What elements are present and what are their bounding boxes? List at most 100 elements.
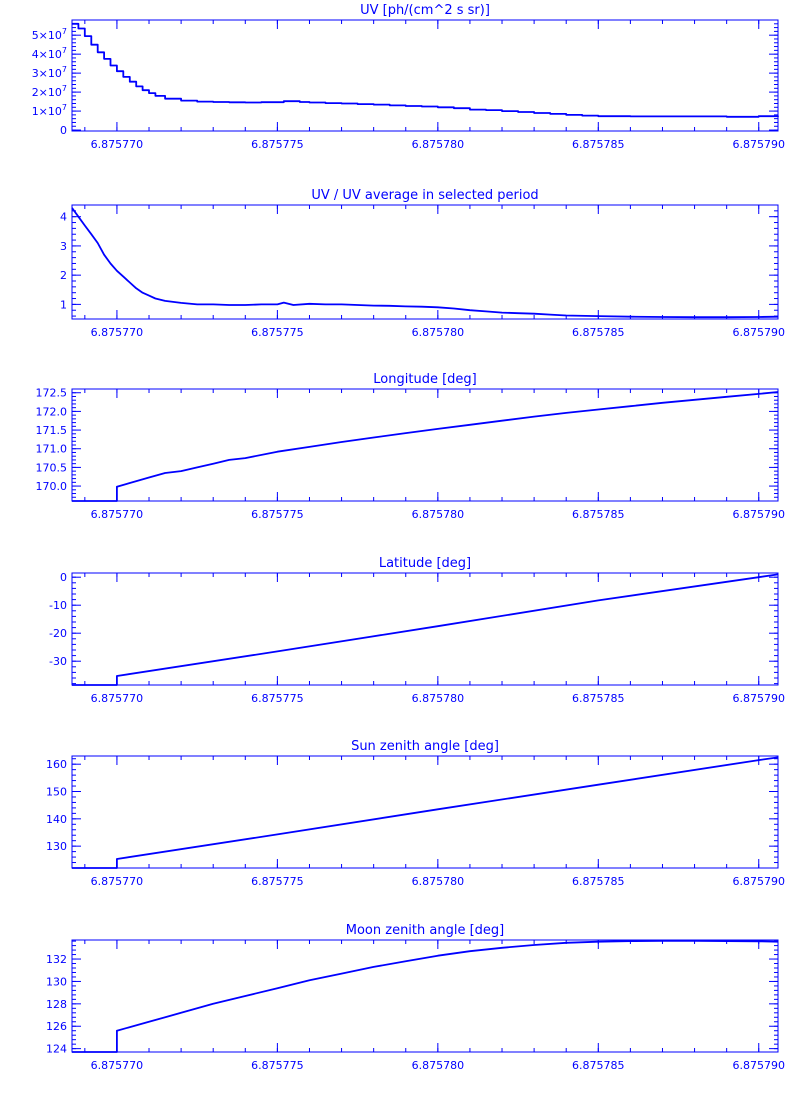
- plot-frame: [71, 755, 779, 869]
- x-tick-label: 6.875790: [732, 138, 785, 151]
- series-line: [72, 391, 779, 502]
- y-tick-base: 171.5: [36, 424, 68, 437]
- y-tick-label: 171.5: [36, 424, 68, 437]
- x-tick-label: 6.875785: [572, 1059, 625, 1072]
- y-tick-base: 2: [60, 269, 67, 282]
- y-tick-label: 1: [60, 298, 67, 311]
- panel-title: UV / UV average in selected period: [311, 188, 538, 203]
- y-tick-base: 130: [46, 840, 67, 853]
- series-line: [72, 22, 779, 118]
- y-tick-base: 160: [46, 758, 67, 771]
- y-tick-exponent: 7: [62, 46, 67, 55]
- panel-2: UV / UV average in selected period 6.8757…: [60, 188, 785, 339]
- x-tick-label: 6.875770: [91, 692, 144, 705]
- x-tick-label: 6.875770: [91, 326, 144, 339]
- panel-3: Longitude [deg] 6.875770 6.875775 6.875780 6…: [36, 372, 785, 521]
- y-tick-base: 126: [46, 1020, 67, 1033]
- y-tick-base: 2×10: [32, 86, 62, 99]
- y-tick-base: 130: [46, 975, 67, 988]
- x-tick-label: 6.875775: [251, 138, 304, 151]
- panel-title: UV [ph/(cm^2 s sr)]: [360, 3, 490, 18]
- y-tick-label: 1×107: [32, 103, 67, 118]
- y-tick-label: 172.5: [36, 387, 68, 400]
- x-tick-label: 6.875775: [251, 326, 304, 339]
- plot-frame: [71, 19, 779, 132]
- y-tick-base: 140: [46, 813, 67, 826]
- y-tick-exponent: 7: [62, 84, 67, 93]
- y-tick-label: 160: [46, 758, 67, 771]
- y-tick-label: 124: [46, 1043, 67, 1056]
- y-tick-base: 172.5: [36, 387, 68, 400]
- y-tick-label: 5×107: [32, 27, 67, 42]
- x-tick-label: 6.875780: [412, 1059, 465, 1072]
- x-tick-label: 6.875790: [732, 1059, 785, 1072]
- y-tick-label: 3: [60, 240, 67, 253]
- plot-frame: [71, 939, 779, 1053]
- x-tick-label: 6.875770: [91, 1059, 144, 1072]
- y-tick-label: 172.0: [36, 405, 68, 418]
- y-tick-label: 3×107: [32, 65, 67, 80]
- y-tick-label: 140: [46, 813, 67, 826]
- panel-title: Latitude [deg]: [379, 556, 471, 571]
- y-tick-base: 4×10: [32, 48, 62, 61]
- x-tick-label: 6.875770: [91, 875, 144, 888]
- plot-frame: [71, 204, 779, 320]
- x-tick-label: 6.875780: [412, 138, 465, 151]
- x-tick-label: 6.875775: [251, 508, 304, 521]
- x-tick-label: 6.875785: [572, 138, 625, 151]
- y-tick-base: 4: [60, 211, 67, 224]
- y-tick-base: 171.0: [36, 443, 68, 456]
- y-tick-base: 124: [46, 1043, 67, 1056]
- y-tick-base: -10: [49, 599, 67, 612]
- y-tick-base: 0: [60, 124, 67, 137]
- series-line: [71, 207, 779, 319]
- y-tick-label: -20: [49, 627, 67, 640]
- y-tick-base: 5×10: [32, 29, 62, 42]
- y-tick-label: 4×107: [32, 46, 67, 61]
- x-tick-label: 6.875790: [732, 692, 785, 705]
- plot-frame: [71, 388, 779, 502]
- series-line: [72, 940, 779, 1053]
- y-tick-base: 3×10: [32, 67, 62, 80]
- panel-4: Latitude [deg] 6.875770 6.875775 6.875780 6.…: [49, 556, 785, 705]
- x-tick-label: 6.875780: [412, 692, 465, 705]
- y-tick-label: 126: [46, 1020, 67, 1033]
- x-tick-label: 6.875775: [251, 875, 304, 888]
- y-tick-base: 1×10: [32, 105, 62, 118]
- y-tick-label: 2×107: [32, 84, 67, 99]
- y-tick-label: -30: [49, 655, 67, 668]
- y-tick-label: 4: [60, 211, 67, 224]
- series-line: [72, 573, 779, 686]
- x-tick-label: 6.875775: [251, 692, 304, 705]
- y-tick-exponent: 7: [62, 65, 67, 74]
- y-tick-label: 0: [60, 124, 67, 137]
- panel-5: Sun zenith angle [deg] 6.875770 6.875775 6.…: [46, 739, 785, 888]
- y-tick-base: 170.5: [36, 461, 68, 474]
- x-tick-label: 6.875785: [572, 692, 625, 705]
- y-tick-label: 128: [46, 998, 67, 1011]
- plot-frame: [71, 572, 779, 686]
- y-tick-label: 0: [60, 571, 67, 584]
- x-tick-label: 6.875785: [572, 508, 625, 521]
- x-tick-label: 6.875785: [572, 326, 625, 339]
- y-tick-base: -30: [49, 655, 67, 668]
- panel-title: Longitude [deg]: [373, 372, 476, 387]
- y-tick-label: 2: [60, 269, 67, 282]
- y-tick-base: 0: [60, 571, 67, 584]
- y-tick-label: 170.0: [36, 480, 68, 493]
- y-tick-base: 132: [46, 953, 67, 966]
- x-tick-label: 6.875790: [732, 875, 785, 888]
- x-tick-label: 6.875775: [251, 1059, 304, 1072]
- series-line: [72, 756, 779, 869]
- x-tick-label: 6.875790: [732, 508, 785, 521]
- x-tick-label: 6.875790: [732, 326, 785, 339]
- x-tick-label: 6.875780: [412, 875, 465, 888]
- panel-title: Sun zenith angle [deg]: [351, 739, 499, 754]
- y-tick-label: 170.5: [36, 461, 68, 474]
- y-tick-base: -20: [49, 627, 67, 640]
- y-tick-label: 150: [46, 786, 67, 799]
- x-tick-label: 6.875785: [572, 875, 625, 888]
- x-tick-label: 6.875770: [91, 138, 144, 151]
- y-tick-base: 170.0: [36, 480, 68, 493]
